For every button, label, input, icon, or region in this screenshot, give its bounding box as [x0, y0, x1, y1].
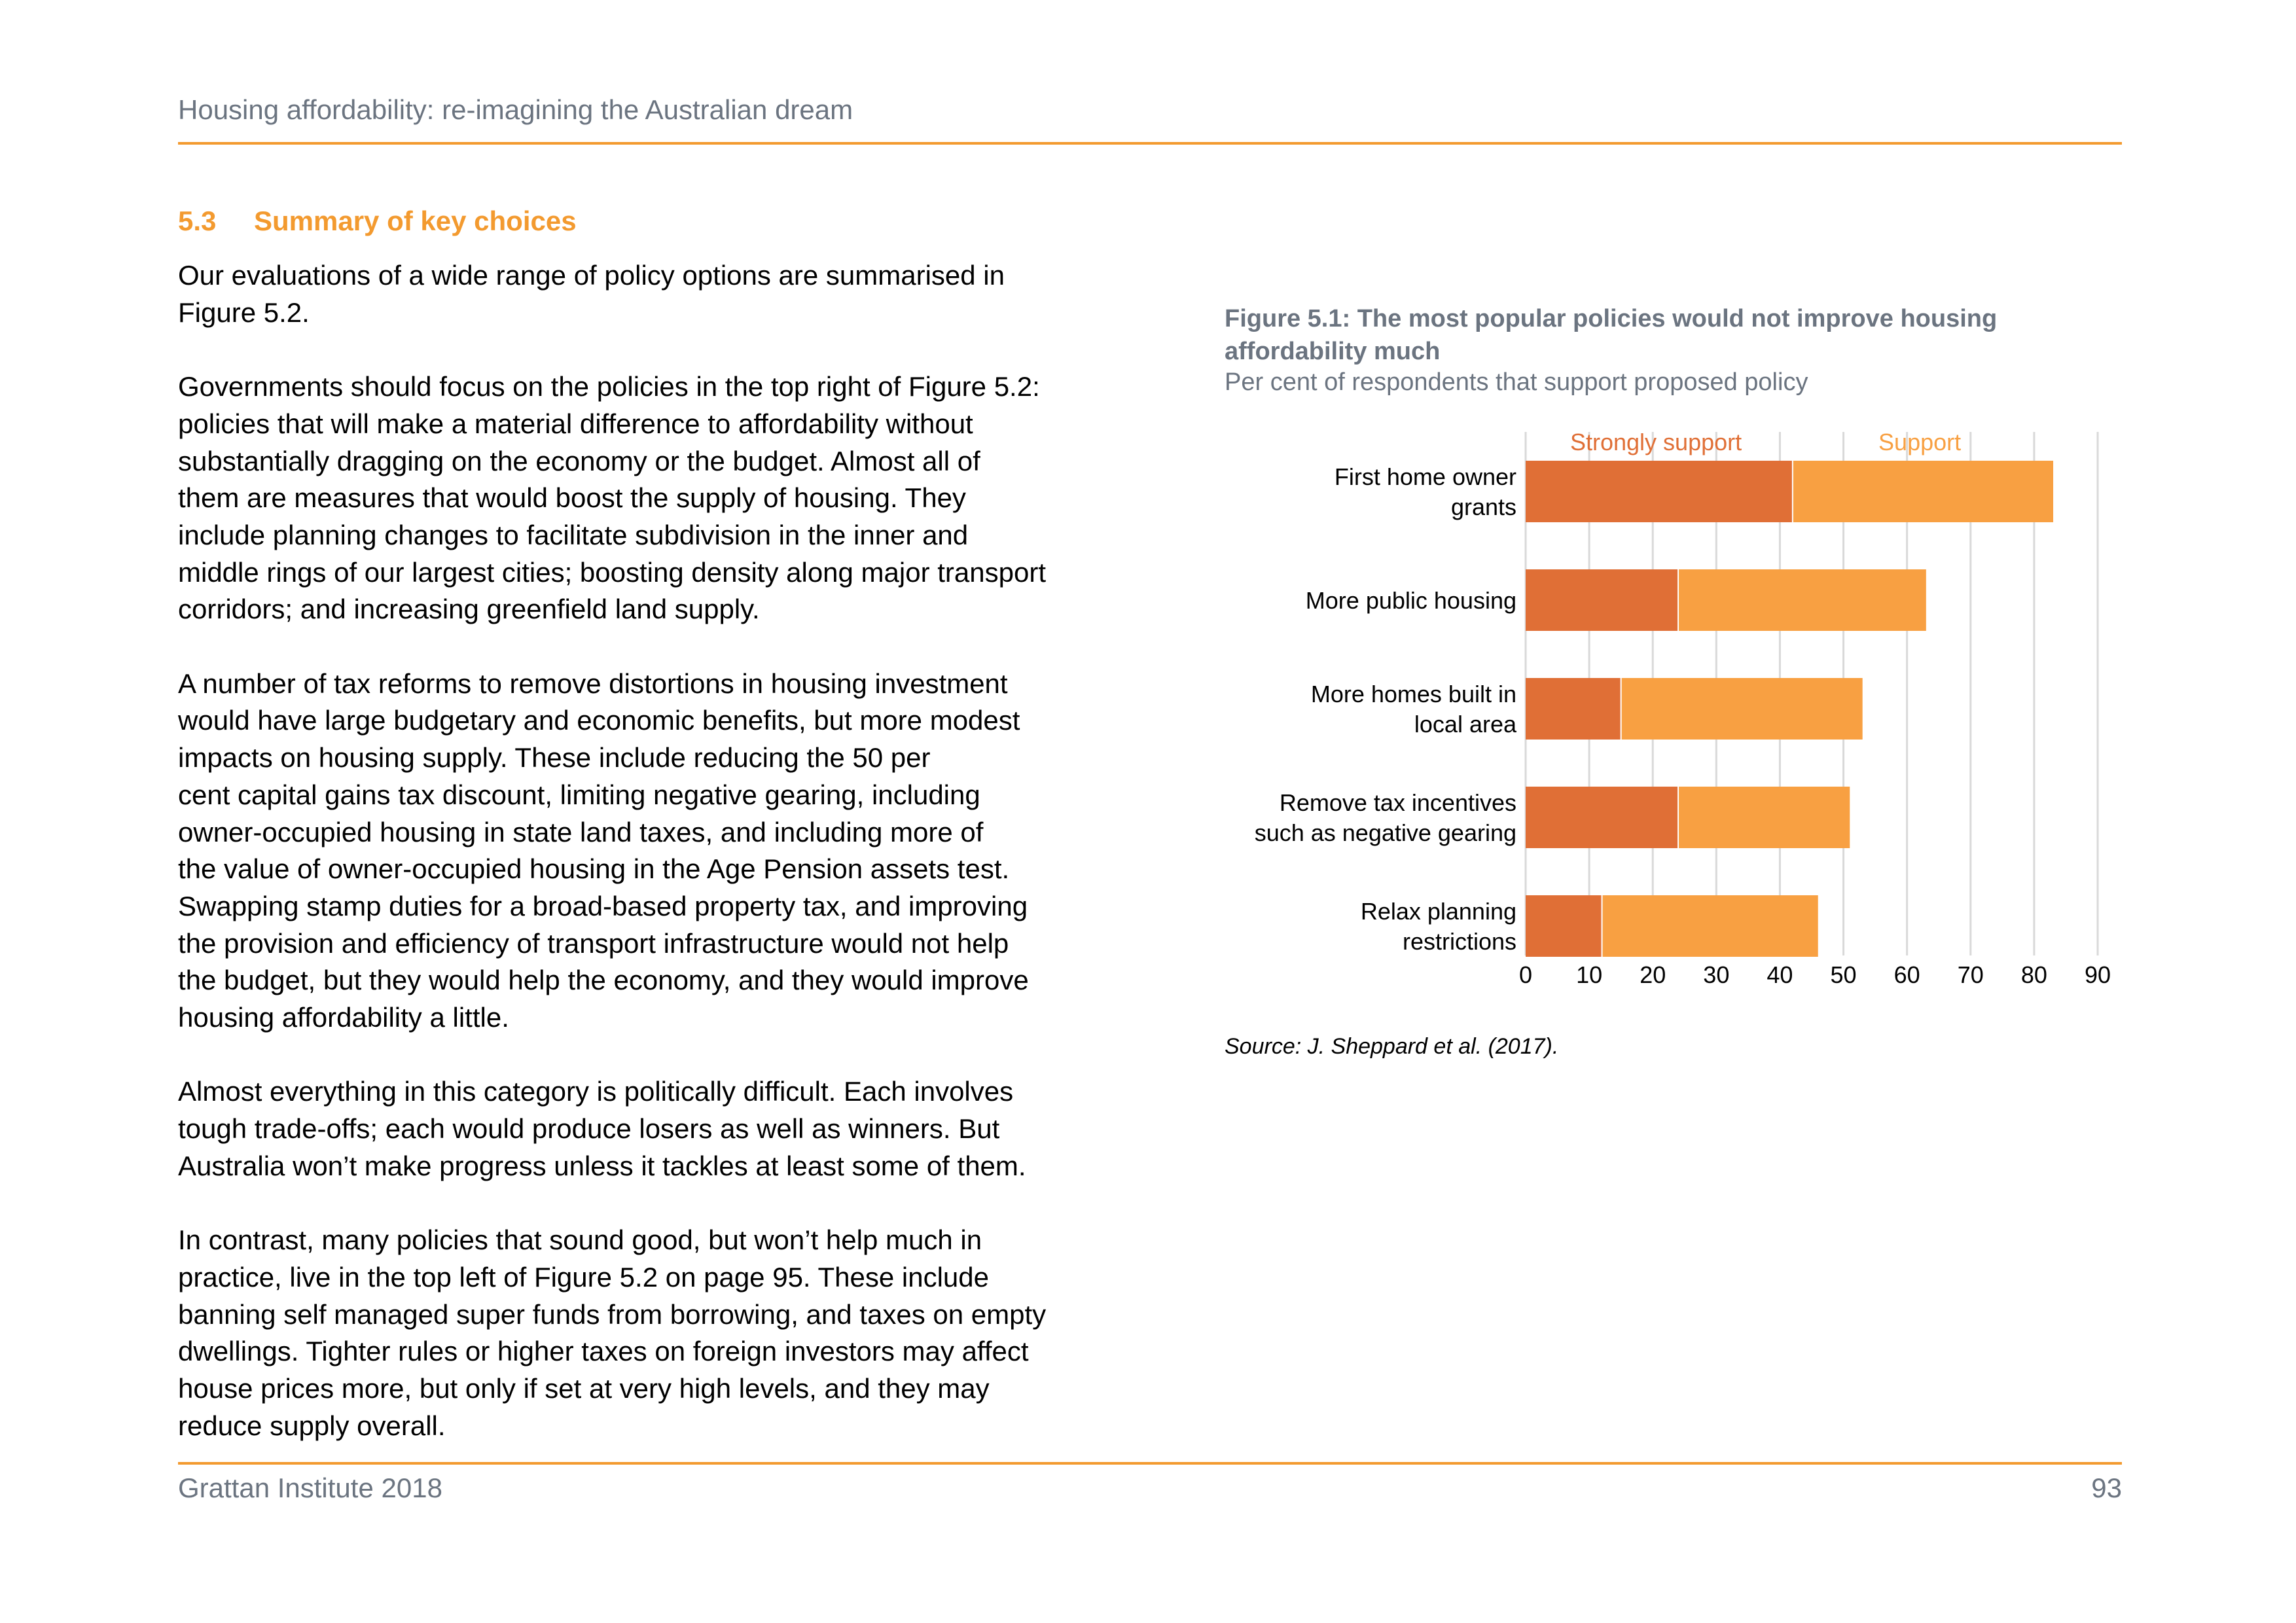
paragraph: A number of tax reforms to remove distor…: [178, 668, 1029, 1033]
legend-label: Support: [1878, 429, 1961, 455]
section-title: Summary of key choices: [254, 205, 577, 236]
category-label: More homes built in local area: [1311, 681, 1517, 738]
category-label-line: restrictions: [1403, 928, 1516, 955]
x-tick-label: 80: [2021, 961, 2047, 988]
footer-rule: [178, 1462, 2122, 1465]
x-tick-label: 30: [1703, 961, 1729, 988]
category-label-line: Remove tax incentives: [1280, 789, 1516, 816]
x-tick-label: 20: [1640, 961, 1666, 988]
category-label-line: local area: [1414, 711, 1517, 738]
paragraph: In contrast, many policies that sound go…: [178, 1224, 1047, 1441]
bar-support: [1678, 787, 1850, 848]
category-label-line: More homes built in: [1311, 681, 1516, 707]
bar-strongly-support: [1526, 461, 1793, 522]
header-rule: [178, 142, 2122, 145]
page-number: 93: [2091, 1472, 2122, 1503]
bar-strongly-support: [1526, 569, 1679, 631]
footer-publisher: Grattan Institute 2018: [178, 1472, 442, 1503]
paragraph: Our evaluations of a wide range of polic…: [178, 260, 1005, 328]
bar-support: [1792, 461, 2054, 522]
figure-subtitle: Per cent of respondents that support pro…: [1225, 368, 1808, 396]
section-heading: 5.3 Summary of key choices: [178, 205, 577, 237]
figure-title: Figure 5.1: The most popular policies wo…: [1225, 305, 1998, 365]
section-number: 5.3: [178, 205, 217, 236]
x-tick-label: 40: [1767, 961, 1793, 988]
category-label: First home owner grants: [1335, 463, 1516, 520]
x-tick-label: 90: [2085, 961, 2111, 988]
category-label-line: grants: [1451, 493, 1516, 520]
paragraph: Almost everything in this category is po…: [178, 1076, 1026, 1181]
bar-strongly-support: [1526, 787, 1679, 848]
paragraph: Governments should focus on the policies…: [178, 371, 1046, 625]
category-label-line: Relax planning: [1361, 898, 1516, 925]
support-bar-chart: Strongly support Support First home owner g…: [1255, 429, 2111, 988]
running-title: Housing affordability: re-imagining the …: [178, 94, 853, 125]
x-tick-label: 0: [1519, 961, 1532, 988]
x-tick-label: 50: [1831, 961, 1857, 988]
category-label: Relax planning restrictions: [1361, 898, 1516, 955]
bar-strongly-support: [1526, 678, 1621, 740]
x-tick-label: 10: [1576, 961, 1602, 988]
bar-support: [1621, 678, 1863, 740]
bar-support: [1678, 569, 1926, 631]
figure-source: Source: J. Sheppard et al. (2017).: [1225, 1034, 1559, 1059]
legend-label: Strongly support: [1570, 429, 1742, 455]
category-label-line: First home owner: [1335, 463, 1516, 490]
body-text: Our evaluations of a wide range of polic…: [178, 257, 1107, 1482]
x-tick-label: 60: [1894, 961, 1920, 988]
x-tick-label: 70: [1958, 961, 1984, 988]
bar-strongly-support: [1526, 895, 1602, 957]
bar-support: [1602, 895, 1818, 957]
category-label: More public housing: [1306, 587, 1516, 614]
category-label: Remove tax incentives such as negative ge…: [1255, 789, 1516, 846]
category-label-line: such as negative gearing: [1255, 819, 1516, 846]
category-label-line: More public housing: [1306, 587, 1516, 614]
